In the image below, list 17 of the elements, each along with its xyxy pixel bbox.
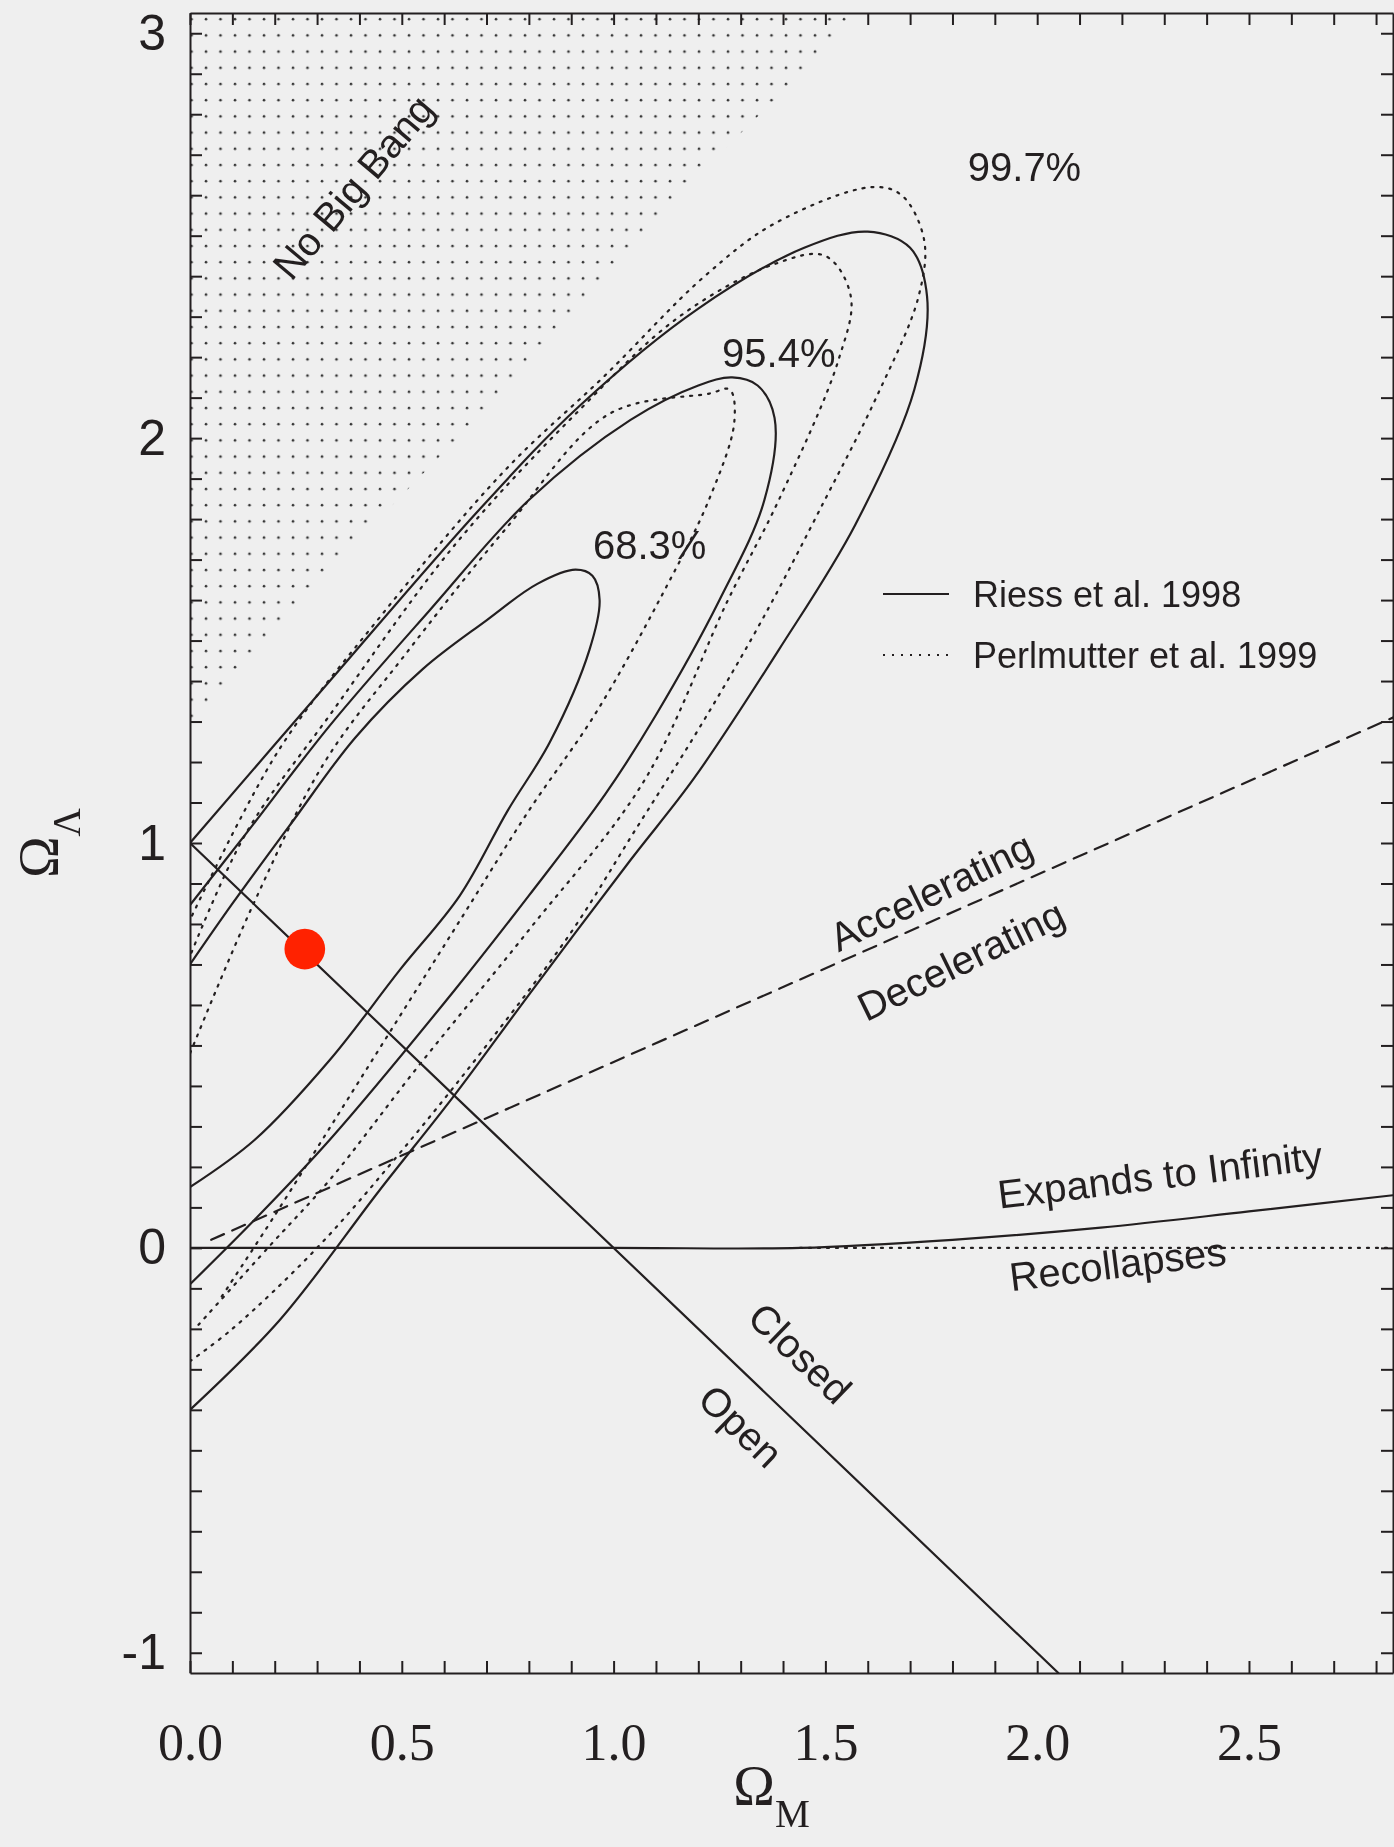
annotation: 68.3% — [592, 523, 707, 568]
annotation: Expands to Infinity — [995, 1133, 1325, 1217]
y-tick-label: 0 — [138, 1219, 166, 1276]
y-tick-label: -1 — [121, 1624, 166, 1681]
y-tick-label: 3 — [138, 4, 166, 61]
x-tick-label: 1.0 — [581, 1713, 647, 1771]
annotation: 95.4% — [722, 331, 836, 376]
x-tick-label: 0.5 — [369, 1713, 435, 1771]
y-tick-label: 2 — [138, 409, 166, 466]
legend-label: Perlmutter et al. 1999 — [973, 634, 1318, 676]
x-tick-label: 2.0 — [1005, 1713, 1071, 1771]
legend-label: Riess et al. 1998 — [973, 573, 1242, 615]
annotation: 99.7% — [967, 144, 1082, 189]
annotation: Recollapses — [1006, 1228, 1229, 1300]
y-tick-label: 1 — [138, 814, 166, 871]
x-tick-label: 2.5 — [1216, 1713, 1282, 1771]
x-tick-label: 0.0 — [158, 1713, 223, 1771]
